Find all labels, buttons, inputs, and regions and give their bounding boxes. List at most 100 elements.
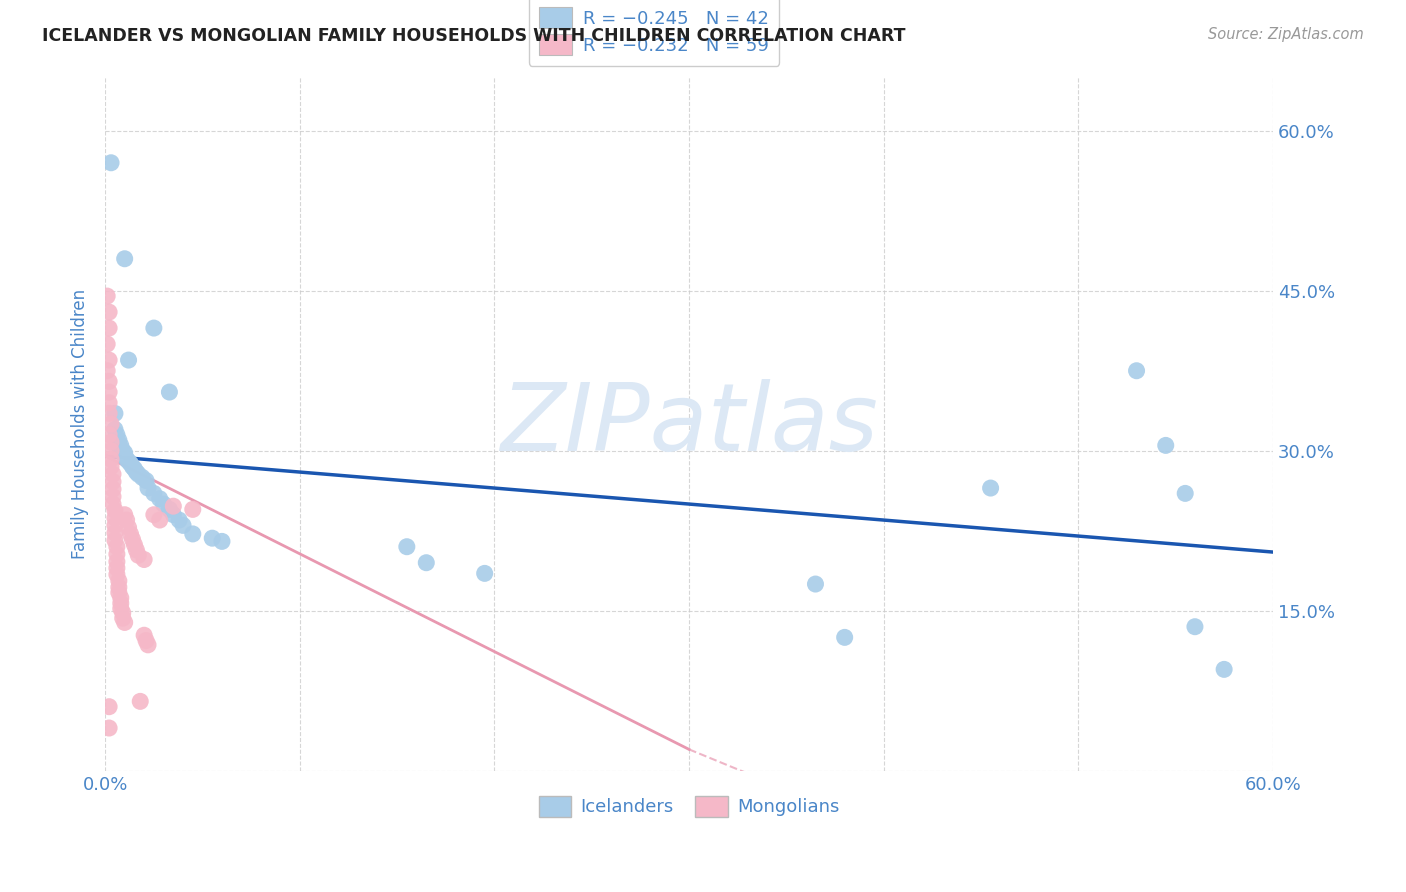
Point (110, 591, 132, 605)
Point (111, 606, 134, 620)
Point (117, 520, 139, 534)
Y-axis label: Family Households with Children: Family Households with Children (72, 289, 89, 559)
Point (980, 481, 1002, 495)
Point (98, 385, 121, 400)
Point (142, 508, 165, 522)
Point (98, 375, 121, 389)
Point (101, 482, 124, 496)
Point (395, 540, 418, 554)
Point (124, 538, 146, 552)
Point (104, 525, 127, 540)
Point (98, 305, 121, 319)
Point (211, 534, 233, 549)
Point (127, 548, 149, 562)
Point (96, 337, 118, 351)
Text: ZIPatlas: ZIPatlas (501, 378, 877, 469)
Point (101, 490, 124, 504)
Point (105, 561, 128, 575)
Point (120, 527, 142, 541)
Point (114, 615, 136, 630)
Point (120, 457, 142, 471)
Text: ICELANDER VS MONGOLIAN FAMILY HOUSEHOLDS WITH CHILDREN CORRELATION CHART: ICELANDER VS MONGOLIAN FAMILY HOUSEHOLDS… (42, 27, 905, 45)
Point (474, 566, 496, 581)
Point (105, 547, 128, 561)
Point (149, 513, 172, 527)
Point (100, 155, 122, 169)
Point (152, 497, 174, 511)
Point (167, 513, 190, 527)
Point (101, 475, 124, 489)
Point (129, 694, 152, 708)
Point (124, 462, 146, 476)
Point (98, 406, 121, 420)
Point (114, 446, 136, 460)
Point (131, 470, 153, 484)
Point (104, 533, 127, 548)
Point (110, 443, 132, 458)
Point (105, 540, 128, 554)
Point (104, 511, 127, 525)
Legend: Icelanders, Mongolians: Icelanders, Mongolians (531, 789, 846, 824)
Text: Source: ZipAtlas.com: Source: ZipAtlas.com (1208, 27, 1364, 42)
Point (100, 452, 122, 467)
Point (98, 721, 121, 735)
Point (96, 364, 118, 378)
Point (108, 585, 131, 599)
Point (96, 289, 118, 303)
Point (135, 633, 157, 648)
Point (134, 552, 156, 566)
Point (111, 443, 134, 458)
Point (98, 353, 121, 368)
Point (98, 699, 121, 714)
Point (1213, 662, 1236, 676)
Point (201, 531, 224, 545)
Point (114, 252, 136, 266)
Point (98, 321, 121, 335)
Point (121, 459, 143, 474)
Point (117, 454, 139, 468)
Point (98, 427, 121, 442)
Point (114, 449, 136, 463)
Point (115, 513, 138, 527)
Point (181, 502, 204, 516)
Point (149, 491, 172, 506)
Point (117, 353, 139, 368)
Point (415, 556, 437, 570)
Point (1154, 438, 1177, 452)
Point (100, 459, 122, 474)
Point (136, 481, 159, 495)
Point (110, 596, 132, 610)
Point (105, 567, 128, 582)
Point (101, 497, 124, 511)
Point (108, 574, 131, 588)
Point (142, 486, 165, 500)
Point (108, 580, 131, 594)
Point (162, 499, 184, 513)
Point (108, 433, 131, 447)
Point (101, 467, 124, 482)
Point (134, 628, 156, 642)
Point (105, 555, 128, 569)
Point (100, 435, 122, 450)
Point (115, 452, 138, 467)
Point (181, 527, 204, 541)
Point (125, 543, 148, 558)
Point (104, 422, 127, 436)
Point (135, 474, 157, 488)
Point (1174, 486, 1197, 500)
Point (142, 321, 165, 335)
Point (1125, 364, 1147, 378)
Point (127, 467, 149, 482)
Point (114, 508, 136, 522)
Point (162, 508, 184, 522)
Point (98, 395, 121, 409)
Point (136, 638, 159, 652)
Point (104, 518, 127, 533)
Point (804, 577, 827, 591)
Point (834, 631, 856, 645)
Point (121, 533, 143, 547)
Point (110, 438, 132, 452)
Point (105, 427, 128, 442)
Point (100, 443, 122, 458)
Point (104, 406, 127, 420)
